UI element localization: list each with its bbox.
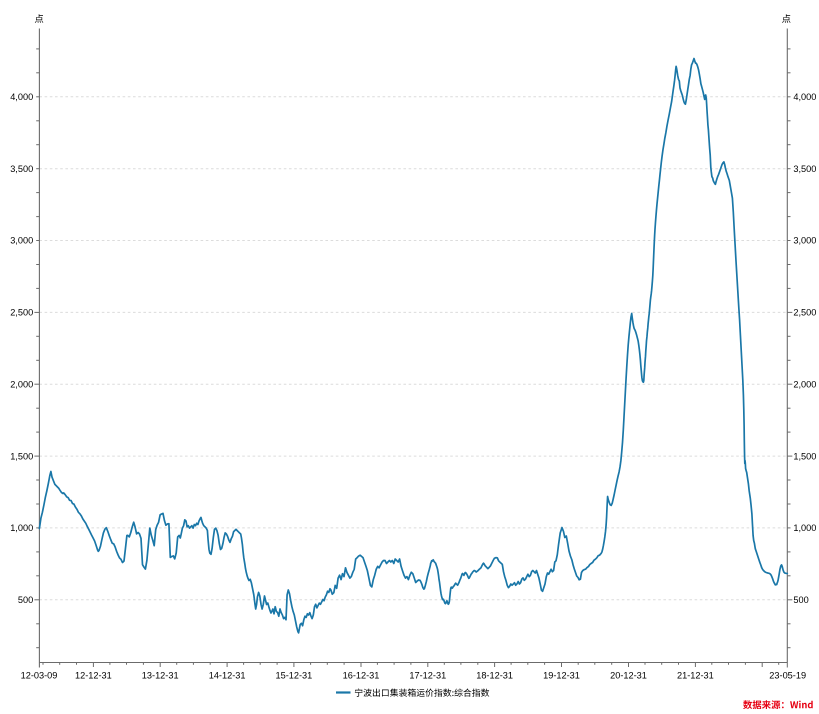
- svg-text:4,000: 4,000: [793, 92, 816, 102]
- svg-text:4,000: 4,000: [10, 92, 33, 102]
- svg-text:18-12-31: 18-12-31: [476, 670, 513, 680]
- svg-text:20-12-31: 20-12-31: [610, 670, 647, 680]
- svg-text:16-12-31: 16-12-31: [343, 670, 380, 680]
- svg-text:23-05-19: 23-05-19: [769, 670, 806, 680]
- svg-text:1,500: 1,500: [10, 451, 33, 461]
- svg-text:1,500: 1,500: [793, 451, 816, 461]
- svg-text:14-12-31: 14-12-31: [209, 670, 246, 680]
- svg-text:21-12-31: 21-12-31: [677, 670, 714, 680]
- svg-text:2,500: 2,500: [10, 308, 33, 318]
- svg-text:2,000: 2,000: [793, 379, 816, 389]
- svg-text:17-12-31: 17-12-31: [409, 670, 446, 680]
- svg-text:3,000: 3,000: [10, 236, 33, 246]
- svg-text:12-12-31: 12-12-31: [75, 670, 112, 680]
- svg-text:19-12-31: 19-12-31: [543, 670, 580, 680]
- svg-text:15-12-31: 15-12-31: [276, 670, 313, 680]
- svg-text:3,000: 3,000: [793, 236, 816, 246]
- svg-text:1,000: 1,000: [793, 523, 816, 533]
- svg-text:3,500: 3,500: [10, 164, 33, 174]
- svg-text:13-12-31: 13-12-31: [142, 670, 179, 680]
- svg-text:500: 500: [18, 595, 33, 605]
- svg-text:500: 500: [793, 595, 808, 605]
- svg-text:1,000: 1,000: [10, 523, 33, 533]
- svg-text:3,500: 3,500: [793, 164, 816, 174]
- svg-text:2,000: 2,000: [10, 379, 33, 389]
- svg-text:2,500: 2,500: [793, 308, 816, 318]
- svg-text:12-03-09: 12-03-09: [21, 670, 58, 680]
